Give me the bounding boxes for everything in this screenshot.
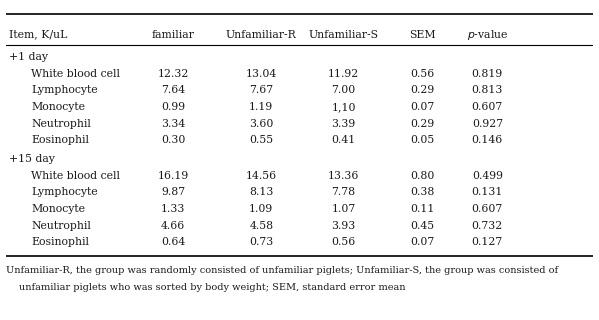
Text: Neutrophil: Neutrophil xyxy=(31,220,91,230)
Text: 0.07: 0.07 xyxy=(411,102,435,112)
Text: 0.99: 0.99 xyxy=(161,102,185,112)
Text: 0.41: 0.41 xyxy=(331,135,356,145)
Text: Lymphocyte: Lymphocyte xyxy=(31,187,98,197)
Text: 7.67: 7.67 xyxy=(249,85,273,95)
Text: 0.499: 0.499 xyxy=(472,171,503,181)
Text: 0.80: 0.80 xyxy=(410,171,435,181)
Text: SEM: SEM xyxy=(410,29,436,40)
Text: 0.607: 0.607 xyxy=(472,102,503,112)
Text: Eosinophil: Eosinophil xyxy=(31,237,89,247)
Text: 0.813: 0.813 xyxy=(471,85,503,95)
Text: 0.73: 0.73 xyxy=(249,237,274,247)
Text: 0.56: 0.56 xyxy=(331,237,356,247)
Text: 1.09: 1.09 xyxy=(249,204,274,214)
Text: 0.05: 0.05 xyxy=(411,135,435,145)
Text: 0.29: 0.29 xyxy=(411,85,435,95)
Text: 11.92: 11.92 xyxy=(328,69,359,79)
Text: 7.64: 7.64 xyxy=(161,85,185,95)
Text: 3.93: 3.93 xyxy=(331,220,356,230)
Text: Unfamiliar-R: Unfamiliar-R xyxy=(226,29,297,40)
Text: 0.56: 0.56 xyxy=(411,69,435,79)
Text: 0.127: 0.127 xyxy=(472,237,503,247)
Text: Eosinophil: Eosinophil xyxy=(31,135,89,145)
Text: 13.04: 13.04 xyxy=(246,69,277,79)
Text: 4.66: 4.66 xyxy=(161,220,186,230)
Text: 0.732: 0.732 xyxy=(472,220,503,230)
Text: Unfamiliar-R, the group was randomly consisted of unfamiliar piglets; Unfamiliar: Unfamiliar-R, the group was randomly con… xyxy=(6,266,558,275)
Text: 0.927: 0.927 xyxy=(472,119,503,129)
Text: 0.819: 0.819 xyxy=(472,69,503,79)
Text: 4.58: 4.58 xyxy=(249,220,273,230)
Text: White blood cell: White blood cell xyxy=(31,171,120,181)
Text: 0.607: 0.607 xyxy=(472,204,503,214)
Text: 0.55: 0.55 xyxy=(249,135,273,145)
Text: White blood cell: White blood cell xyxy=(31,69,120,79)
Text: 0.146: 0.146 xyxy=(472,135,503,145)
Text: 0.131: 0.131 xyxy=(471,187,503,197)
Text: Monocyte: Monocyte xyxy=(31,204,85,214)
Text: 9.87: 9.87 xyxy=(161,187,185,197)
Text: familiar: familiar xyxy=(152,29,195,40)
Text: 1.19: 1.19 xyxy=(249,102,274,112)
Text: 7.78: 7.78 xyxy=(331,187,356,197)
Text: 0.11: 0.11 xyxy=(410,204,435,214)
Text: 3.39: 3.39 xyxy=(331,119,356,129)
Text: 3.60: 3.60 xyxy=(249,119,274,129)
Text: Unfamiliar-S: Unfamiliar-S xyxy=(308,29,379,40)
Text: 0.38: 0.38 xyxy=(410,187,435,197)
Text: 14.56: 14.56 xyxy=(246,171,277,181)
Text: 1,10: 1,10 xyxy=(331,102,356,112)
Text: 0.64: 0.64 xyxy=(161,237,186,247)
Text: 0.30: 0.30 xyxy=(161,135,186,145)
Text: +15 day: +15 day xyxy=(9,154,55,164)
Text: 16.19: 16.19 xyxy=(158,171,189,181)
Text: +1 day: +1 day xyxy=(9,52,48,62)
Text: 13.36: 13.36 xyxy=(328,171,359,181)
Text: Monocyte: Monocyte xyxy=(31,102,85,112)
Text: $p$-value: $p$-value xyxy=(467,28,508,42)
Text: Lymphocyte: Lymphocyte xyxy=(31,85,98,95)
Text: 1.33: 1.33 xyxy=(161,204,186,214)
Text: 1.07: 1.07 xyxy=(331,204,356,214)
Text: Item, K/uL: Item, K/uL xyxy=(9,29,67,40)
Text: 3.34: 3.34 xyxy=(161,119,186,129)
Text: 0.45: 0.45 xyxy=(411,220,435,230)
Text: unfamiliar piglets who was sorted by body weight; SEM, standard error mean: unfamiliar piglets who was sorted by bod… xyxy=(19,283,406,292)
Text: 0.29: 0.29 xyxy=(411,119,435,129)
Text: 7.00: 7.00 xyxy=(331,85,356,95)
Text: 8.13: 8.13 xyxy=(249,187,274,197)
Text: 0.07: 0.07 xyxy=(411,237,435,247)
Text: 12.32: 12.32 xyxy=(158,69,189,79)
Text: Neutrophil: Neutrophil xyxy=(31,119,91,129)
